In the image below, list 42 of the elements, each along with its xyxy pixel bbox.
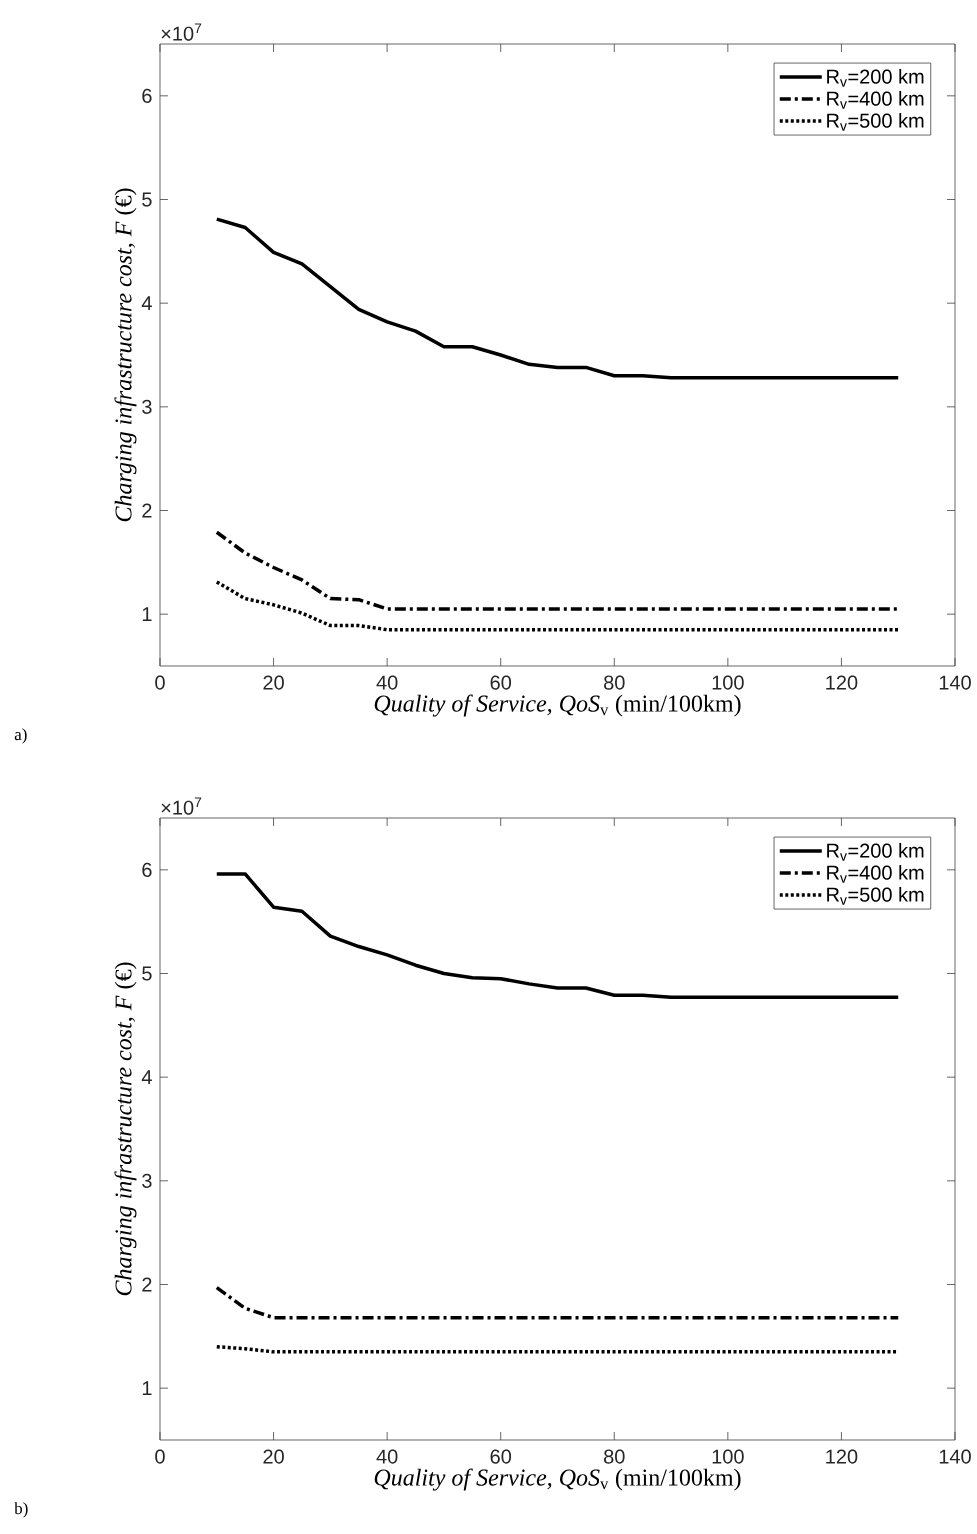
- text: ×10$^{7}$: [161, 797, 202, 815]
- x-tick-label: 40: [376, 675, 398, 690]
- y-tick-label: 4: [141, 296, 152, 311]
- y-tick-label: 5: [142, 966, 152, 981]
- y-tick-label: 2: [142, 1277, 152, 1292]
- y-tick-label: 1: [142, 607, 152, 622]
- x-tick-label: 40: [376, 1449, 398, 1464]
- y-axis-title: Charging infrastructure cost, F (€): [114, 962, 137, 1296]
- legend-label: R$_{v}$=500 km: [827, 113, 924, 131]
- x-tick-label: 100: [712, 1449, 744, 1464]
- y-tick-label: 6: [142, 88, 152, 103]
- x-tick-label: 100: [712, 675, 744, 690]
- x-tick-label: 60: [490, 1449, 512, 1464]
- x-tick-label: 140: [939, 675, 971, 690]
- x-axis-title: Quality of Service, QoS$_{v}$ (min/100km): [374, 1468, 741, 1491]
- y-tick-label: 4: [141, 1070, 152, 1085]
- text: a): [14, 728, 27, 744]
- y-axis-title: Charging infrastructure cost, F (€): [114, 188, 137, 522]
- x-tick-label: 20: [263, 1449, 284, 1464]
- text: ×10$^{7}$: [161, 23, 202, 41]
- x-tick-label: 80: [604, 675, 625, 690]
- legend-label: R$_{v}$=500 km: [827, 887, 924, 905]
- x-tick-label: 0: [155, 1449, 165, 1464]
- legend-label: R$_{v}$=400 km: [827, 91, 924, 109]
- legend-label: R$_{v}$=200 km: [827, 843, 924, 861]
- text: b): [14, 1502, 28, 1518]
- legend-label: R$_{v}$=400 km: [827, 865, 924, 883]
- x-tick-label: 120: [826, 1449, 858, 1464]
- y-tick-label: 3: [142, 1173, 152, 1188]
- x-tick-label: 140: [939, 1449, 971, 1464]
- y-tick-label: 5: [142, 192, 152, 207]
- y-tick-label: 3: [142, 399, 152, 414]
- x-tick-label: 120: [826, 675, 858, 690]
- x-tick-label: 80: [604, 1449, 625, 1464]
- y-tick-label: 1: [142, 1381, 152, 1396]
- x-tick-label: 60: [490, 675, 512, 690]
- x-axis-title: Quality of Service, QoS$_{v}$ (min/100km): [374, 694, 741, 717]
- y-tick-label: 2: [142, 503, 152, 518]
- legend-label: R$_{v}$=200 km: [827, 69, 924, 87]
- y-tick-label: 6: [142, 862, 152, 877]
- x-tick-label: 0: [155, 675, 165, 690]
- x-tick-label: 20: [263, 675, 284, 690]
